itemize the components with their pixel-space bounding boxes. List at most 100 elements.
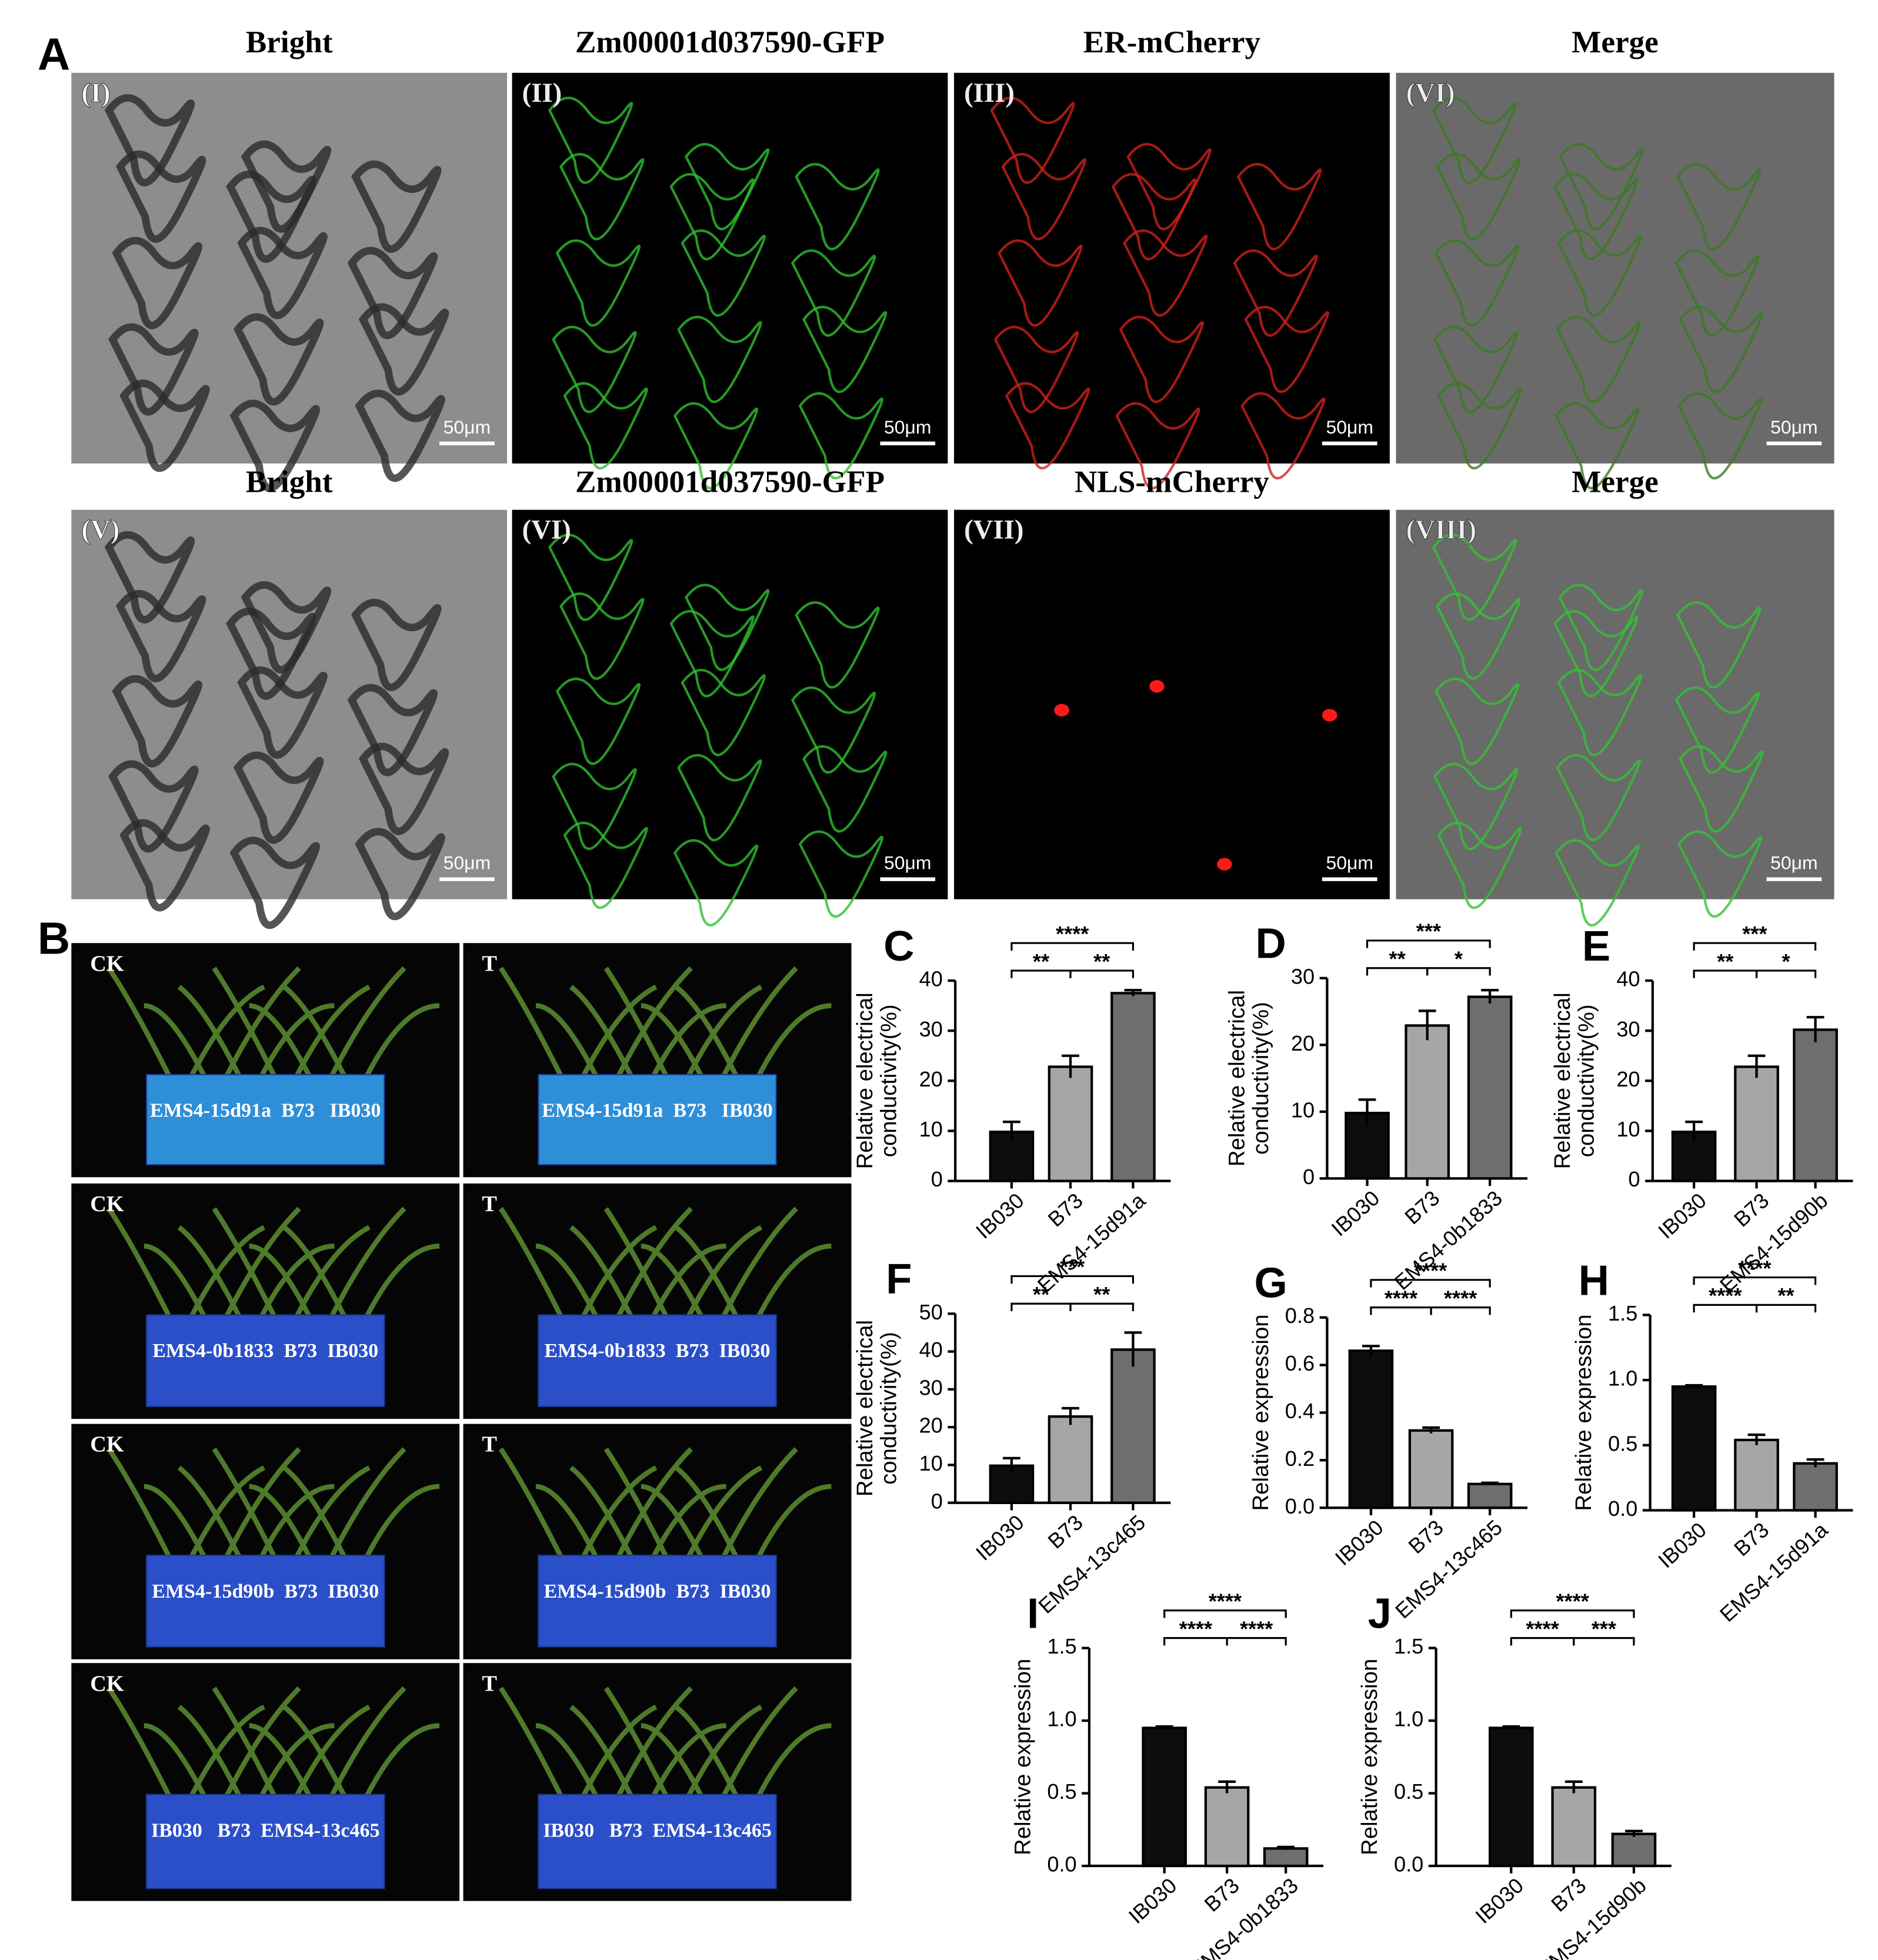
cell-outline — [1433, 325, 1519, 414]
x-tick-label: B73 — [1200, 1873, 1244, 1916]
bar — [1405, 1024, 1450, 1180]
cell-outline — [1433, 762, 1519, 851]
y-axis-label: Relative expression — [1010, 1659, 1035, 1855]
nucleus — [1149, 680, 1165, 693]
y-tick-label: 10 — [1616, 1117, 1640, 1141]
y-axis-label: conductivity(%) — [876, 1332, 902, 1485]
cell-outline — [559, 592, 645, 680]
cell-outline — [1432, 534, 1517, 621]
significance-bracket — [1430, 1306, 1491, 1315]
plant-box — [538, 1074, 777, 1166]
leaf — [603, 1447, 671, 1563]
y-axis-label: Relative electrical — [852, 1320, 878, 1496]
leaf — [603, 1207, 671, 1322]
significance-label: ** — [1389, 947, 1406, 971]
x-tick-label: B73 — [1404, 1515, 1448, 1559]
significance-bracket — [1573, 1637, 1635, 1646]
cell-outline — [229, 836, 320, 929]
cell-outline — [1005, 382, 1090, 470]
condition-label: T — [482, 1192, 498, 1216]
leaf — [362, 1003, 440, 1082]
y-tick-label: 0 — [931, 1167, 943, 1191]
bar — [1142, 1726, 1187, 1868]
y-tick-label: 0.0 — [1608, 1496, 1637, 1521]
significance-label: **** — [1556, 1589, 1589, 1614]
bar — [1110, 1348, 1156, 1504]
bar — [1551, 1786, 1597, 1868]
cell-outline — [351, 160, 442, 253]
x-tick-label: IB030 — [1470, 1873, 1528, 1928]
leaf — [498, 1686, 566, 1802]
y-tick-label: 30 — [1291, 964, 1315, 988]
cell-outline — [1558, 584, 1643, 671]
cell-outline — [1436, 153, 1521, 241]
panel-letter: C — [883, 922, 914, 970]
leaf — [212, 1207, 279, 1322]
leaf — [106, 966, 174, 1082]
bar — [1734, 1438, 1779, 1512]
significance-label: *** — [1592, 1616, 1617, 1641]
cell-outline — [355, 828, 445, 921]
cell-outline — [790, 249, 876, 337]
cell-outline — [555, 239, 641, 327]
micrograph — [954, 72, 1390, 464]
panel-letter: H — [1579, 1256, 1609, 1304]
box-label: EMS4-15d91a B73 IB030 — [542, 1099, 773, 1121]
leaf — [177, 985, 244, 1082]
y-tick-label: 0 — [1628, 1167, 1640, 1191]
x-tick-label: IB030 — [971, 1510, 1029, 1565]
cell-outline — [563, 382, 648, 470]
scale-bar-label: 50μm — [1770, 416, 1818, 438]
x-tick-label: IB030 — [1330, 1515, 1388, 1571]
column-title: Merge — [1572, 25, 1659, 59]
column-title: Zm00001d037590-GFP — [575, 464, 885, 499]
cell-outline — [548, 96, 633, 184]
x-tick-label: IB030 — [971, 1188, 1029, 1244]
cell-outline — [552, 325, 637, 414]
x-tick-label: B73 — [1043, 1510, 1088, 1554]
cell-outline — [669, 173, 755, 261]
cell-outline — [990, 96, 1075, 184]
cell-outline — [1001, 153, 1086, 241]
leaf — [674, 1225, 741, 1322]
nucleus — [1322, 709, 1337, 722]
y-tick-label: 0.6 — [1285, 1351, 1315, 1375]
cell-outline — [1240, 392, 1326, 480]
cell-outline — [1676, 601, 1762, 689]
micrograph — [1396, 509, 1834, 899]
y-tick-label: 20 — [919, 1414, 943, 1438]
cell-outline — [563, 821, 648, 909]
cell-outline — [233, 751, 324, 844]
condition-label: T — [482, 1432, 498, 1457]
significance-bracket — [1755, 1304, 1817, 1313]
cell-outline — [1557, 229, 1642, 317]
bar — [1408, 1429, 1454, 1509]
cell-outline — [351, 598, 442, 691]
cell-outline — [548, 534, 633, 621]
condition-label: CK — [90, 1192, 124, 1216]
bar — [1467, 1482, 1513, 1509]
cell-outline — [677, 754, 762, 842]
significance-label: ** — [1717, 949, 1734, 974]
y-tick-label: 20 — [1616, 1067, 1640, 1091]
column-title: NLS-mCherry — [1075, 464, 1269, 499]
y-tick-label: 30 — [1616, 1017, 1640, 1041]
cell-outline — [681, 669, 766, 756]
cell-outline — [1432, 96, 1517, 184]
cell-outline — [1679, 745, 1764, 833]
significance-label: *** — [1742, 922, 1767, 946]
leaf — [362, 1484, 440, 1563]
leaf — [535, 1484, 601, 1563]
significance-bracket — [1069, 1302, 1135, 1312]
image-label: (I) — [81, 78, 110, 108]
bar — [1048, 1415, 1093, 1504]
leaf — [641, 1484, 706, 1563]
box-label: EMS4-0b1833 B73 IB030 — [152, 1340, 378, 1362]
leaf — [674, 1705, 741, 1802]
cell-outline — [681, 229, 766, 317]
cell-outline — [1126, 143, 1212, 231]
leaf — [144, 1244, 209, 1322]
cell-outline — [233, 313, 324, 406]
cell-outline — [802, 305, 888, 394]
significance-bracket — [1010, 942, 1135, 951]
